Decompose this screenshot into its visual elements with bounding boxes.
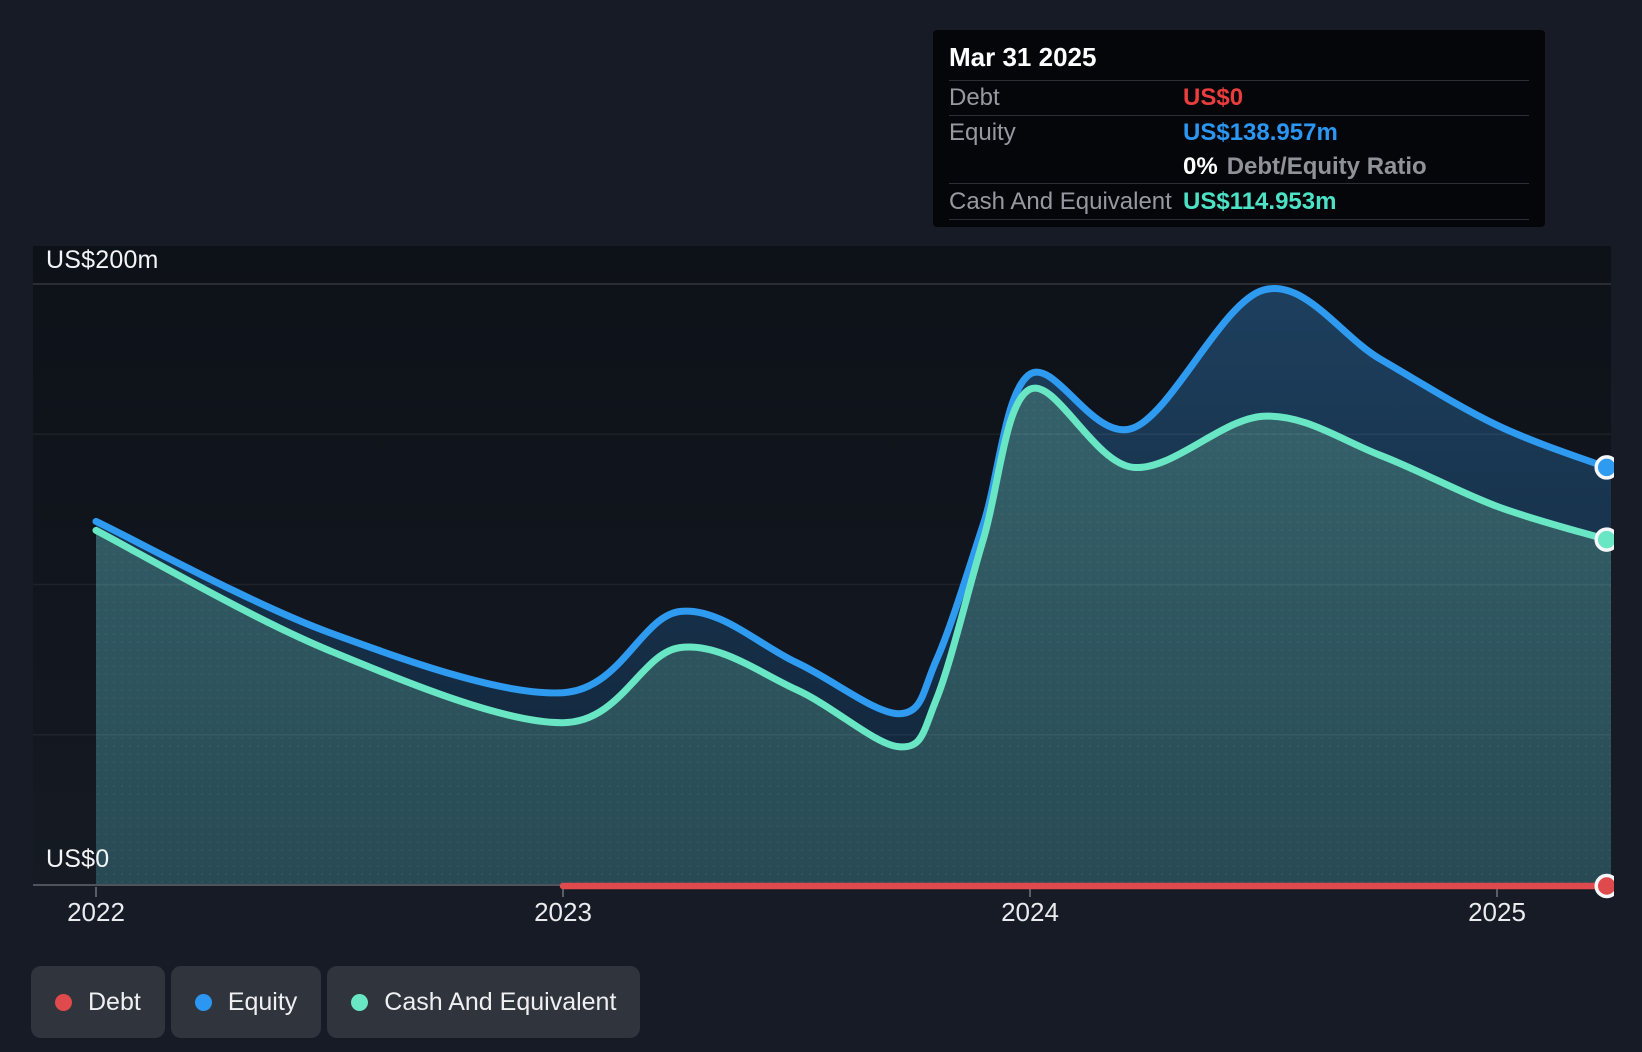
tooltip-cash-label: Cash And Equivalent <box>949 187 1172 215</box>
tooltip-cash-value: US$114.953m <box>1183 187 1337 215</box>
x-axis-label-2025: 2025 <box>1468 897 1526 927</box>
tooltip-equity-value: US$138.957m <box>1183 119 1338 146</box>
tooltip: Mar 31 2025 Debt US$0 Equity US$138.957m… <box>933 30 1545 227</box>
x-axis-label-2024: 2024 <box>1001 897 1059 927</box>
tooltip-row-ratio: 0% Debt/Equity Ratio <box>949 150 1529 184</box>
legend-debt-label: Debt <box>88 987 141 1016</box>
x-axis-label-2023: 2023 <box>534 897 592 927</box>
tooltip-ratio-label: Debt/Equity Ratio <box>1226 152 1427 180</box>
tooltip-date: Mar 31 2025 <box>949 30 1529 81</box>
legend-item-equity[interactable]: Equity <box>170 966 322 1038</box>
tooltip-debt-label: Debt <box>949 84 1000 111</box>
legend-equity-label: Equity <box>227 987 298 1016</box>
x-axis-label-2022: 2022 <box>67 897 125 927</box>
tooltip-row-cash: Cash And Equivalent US$114.953m <box>949 184 1529 220</box>
y-axis-label-top: US$200m <box>46 246 159 274</box>
equity-endpoint-marker[interactable] <box>1594 455 1617 480</box>
legend-cash-label: Cash And Equivalent <box>384 987 617 1016</box>
cash-line[interactable] <box>92 384 1614 751</box>
cash-color-dot-icon <box>351 993 369 1011</box>
tooltip-equity-label: Equity <box>949 119 1016 146</box>
legend-item-cash[interactable]: Cash And Equivalent <box>327 966 641 1038</box>
tooltip-ratio-value: 0% <box>1183 152 1218 180</box>
y-axis-label-zero: US$0 <box>46 845 110 873</box>
debt-color-dot-icon <box>55 993 72 1011</box>
legend-item-debt[interactable]: Debt <box>31 966 165 1038</box>
equity-line[interactable] <box>92 285 1614 718</box>
legend: Debt Equity Cash And Equivalent <box>31 966 641 1038</box>
debt-endpoint-marker[interactable] <box>1594 873 1617 899</box>
cash-endpoint-marker[interactable] <box>1594 527 1617 552</box>
tooltip-row-equity: Equity US$138.957m <box>949 116 1529 150</box>
tooltip-row-debt: Debt US$0 <box>949 81 1529 116</box>
tooltip-debt-value: US$0 <box>1183 84 1244 111</box>
cash-area-texture <box>96 388 1611 885</box>
equity-color-dot-icon <box>194 993 212 1011</box>
